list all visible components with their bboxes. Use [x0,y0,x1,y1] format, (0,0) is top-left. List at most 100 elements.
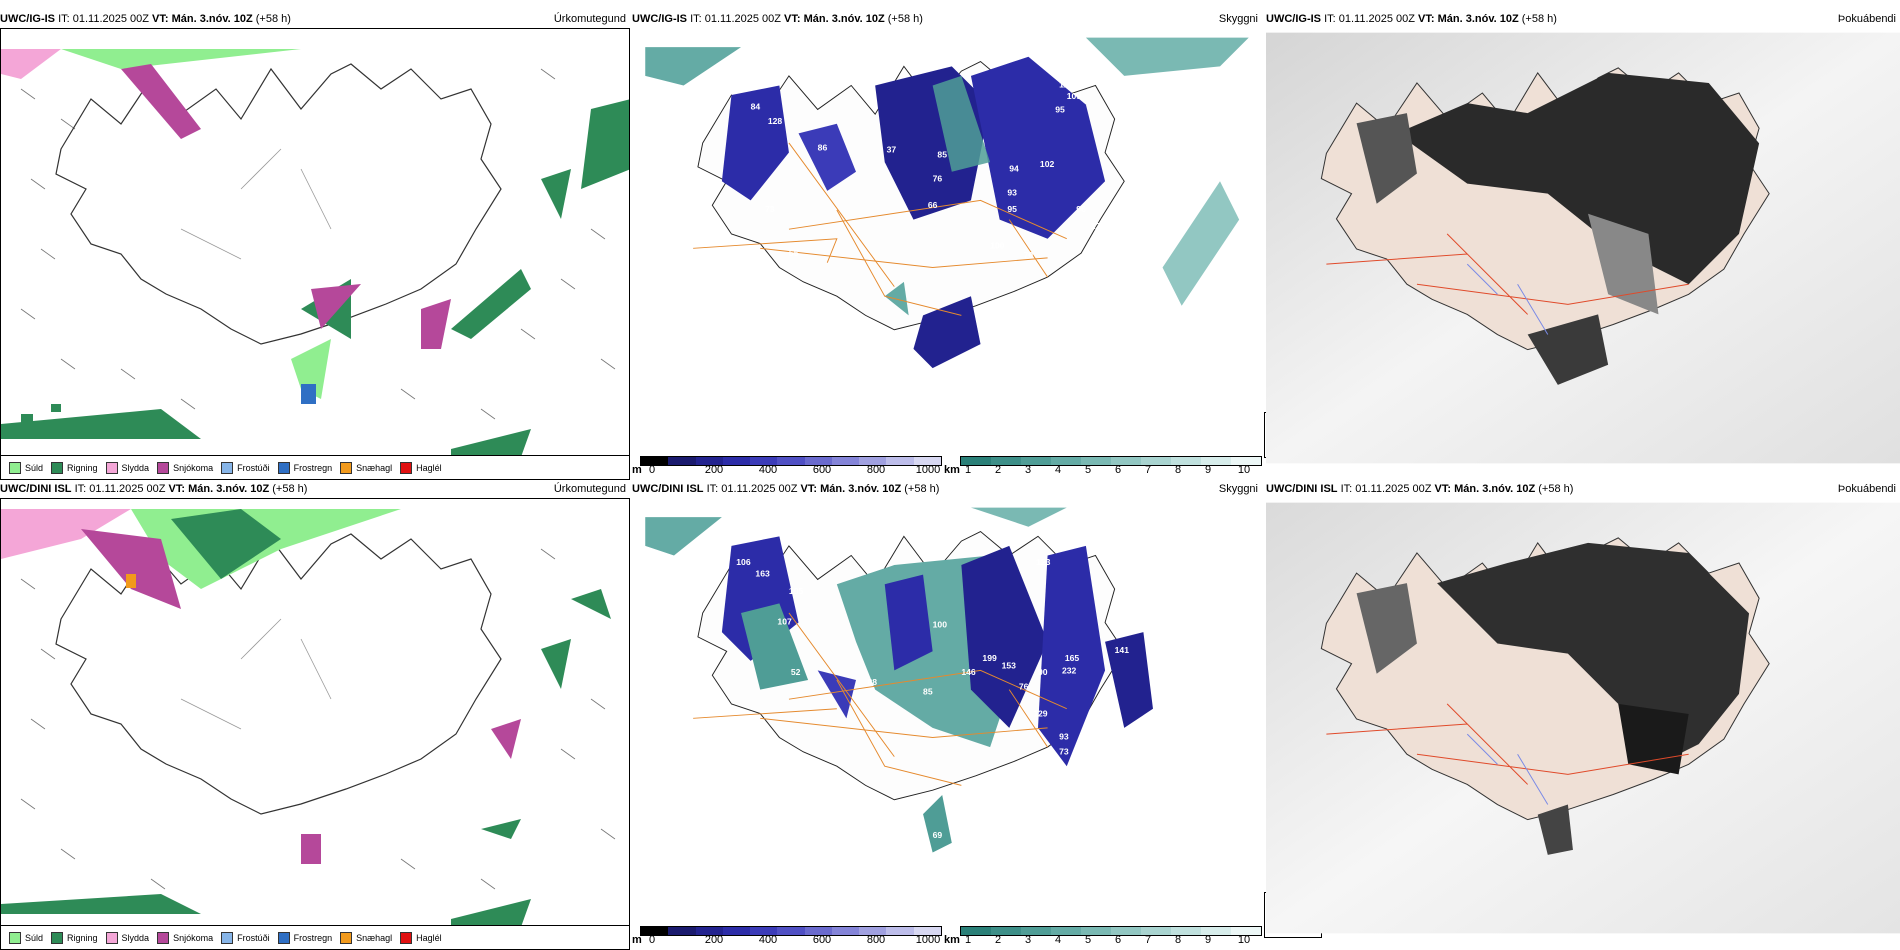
cbar-step [777,457,805,465]
tick-label: 8 [1174,934,1182,946]
tick-label: 1000 [915,464,941,476]
cbar-step [641,457,669,465]
tick-label: 800 [866,464,886,476]
cbar-step [1021,927,1051,935]
vis-label: 163 [755,569,770,579]
cbar-step [722,927,751,935]
legend-item-rigning: Rigning [51,461,98,474]
legend-label: Snæhagl [356,462,393,473]
tick-label: 6 [1114,464,1122,476]
vis-label: 153 [1002,661,1017,671]
visibility-map: 461 123 106 163 105 107 100 52 88 85 146… [632,498,1262,926]
tick-label: 400 [758,464,778,476]
valid-time: VT: Mán. 3.nóv. 10Z [152,13,253,25]
precip-map [0,28,630,456]
vis-label: 199 [982,653,997,663]
vis-label: 70 [1024,250,1034,260]
legend-item-frostregn: Frostregn [277,931,333,944]
panel-header: UWC/IG-IS IT: 01.11.2025 00Z VT: Mán. 3.… [1266,10,1900,28]
tick-label: 10 [1237,464,1251,476]
visibility-map-svg: 461 123 106 163 105 107 100 52 88 85 146… [645,498,1249,908]
swatch [400,461,413,474]
fog-map [1266,28,1900,468]
field-name: Skyggni [1218,13,1258,25]
cbar-step [1141,927,1171,935]
swatch [157,461,170,474]
panel-top-mid-visibility: UWC/IG-IS IT: 01.11.2025 00Z VT: Mán. 3.… [632,10,1262,480]
vis-label: 120 [1024,293,1039,303]
init-time: IT: 01.11.2025 00Z [58,13,149,25]
vis-label: 76 [1019,682,1029,692]
elevation-unit: m [632,464,642,476]
swatch [157,931,170,944]
visibility-colorbar [960,456,1262,466]
tick-label: 9 [1204,934,1212,946]
cbar-step [722,457,751,465]
vis-label: 69 [933,830,943,840]
tick-label: 200 [704,464,724,476]
tick-label: 8 [1174,464,1182,476]
precip-type-legend: Súld Rigning Slydda Snjókoma Frostúði Fr… [0,456,630,480]
vis-label: 461 [1048,528,1063,538]
model-name: UWC/IG-IS [0,13,55,25]
swatch [105,461,118,474]
swatch [9,461,21,474]
cbar-step [831,927,860,935]
vis-label: 73 [765,204,775,214]
precip-type-legend: Súld Rigning Slydda Snjókoma Frostúði Fr… [0,926,630,950]
vis-label: 12 [1059,79,1069,89]
swatch [277,461,290,474]
legend-item-snaehagl: Snæhagl [340,931,393,944]
legend-label: Frostregn [293,462,333,473]
cbar-step [668,927,696,935]
precip-map-svg [1,29,629,455]
tick-label: 800 [866,934,886,946]
vis-label: 88 [867,677,877,687]
tick-label: 0 [648,464,656,476]
swatch [51,931,64,944]
cbar-step [641,927,669,935]
vis-label: 76 [933,173,943,183]
legend-item-rigning: Rigning [51,931,98,944]
lead-time: (+58 h) [272,483,308,495]
cbar-step [1081,457,1111,465]
tick-label: 5 [1084,464,1092,476]
vis-label: 93 [1059,731,1069,741]
cbar-step [991,457,1021,465]
cbar-step [777,927,805,935]
vis-label: 107 [777,616,792,626]
tick-label: 1 [964,464,972,476]
lead-time: (+58 h) [1521,13,1557,25]
cbar-step [750,927,778,935]
vis-label: 85 [937,149,947,159]
panel-bottom-right-fog-index: UWC/DINI ISL IT: 01.11.2025 00Z VT: Mán.… [1266,480,1900,950]
model-name: UWC/DINI ISL [632,483,704,495]
vis-label: 119 [1067,68,1081,78]
elevation-colorbar [640,456,942,466]
cbar-step [695,927,723,935]
cbar-step [913,457,941,465]
cbar-step [961,927,991,935]
legend-label: Frostregn [293,932,333,943]
tick-label: 1000 [915,934,941,946]
precip-map-svg [1,499,629,925]
tick-label: 3 [1024,464,1032,476]
swatch [340,461,353,474]
panel-header: UWC/IG-IS IT: 01.11.2025 00Z VT: Mán. 3.… [0,10,630,28]
field-name: Úrkomutegund [553,483,626,495]
init-time: IT: 01.11.2025 00Z [1324,13,1415,25]
cbar-step [1111,457,1141,465]
vis-label: 232 [1062,665,1077,675]
legend-item-sudd: Súld [9,461,44,474]
legend-label: Súld [25,462,44,473]
visibility-colorbar [960,926,1262,936]
legend-item-frostudi: Frostúði [221,461,270,474]
vis-label: 120 [1091,221,1106,231]
vis-label: 105 [789,586,804,596]
lead-time: (+58 h) [255,13,291,25]
cbar-step [859,457,887,465]
field-name: Þokuábendi [1837,13,1896,25]
legend-label: Snæhagl [356,932,393,943]
vis-label: 55 [789,248,799,258]
vis-label: 37 [887,145,897,155]
